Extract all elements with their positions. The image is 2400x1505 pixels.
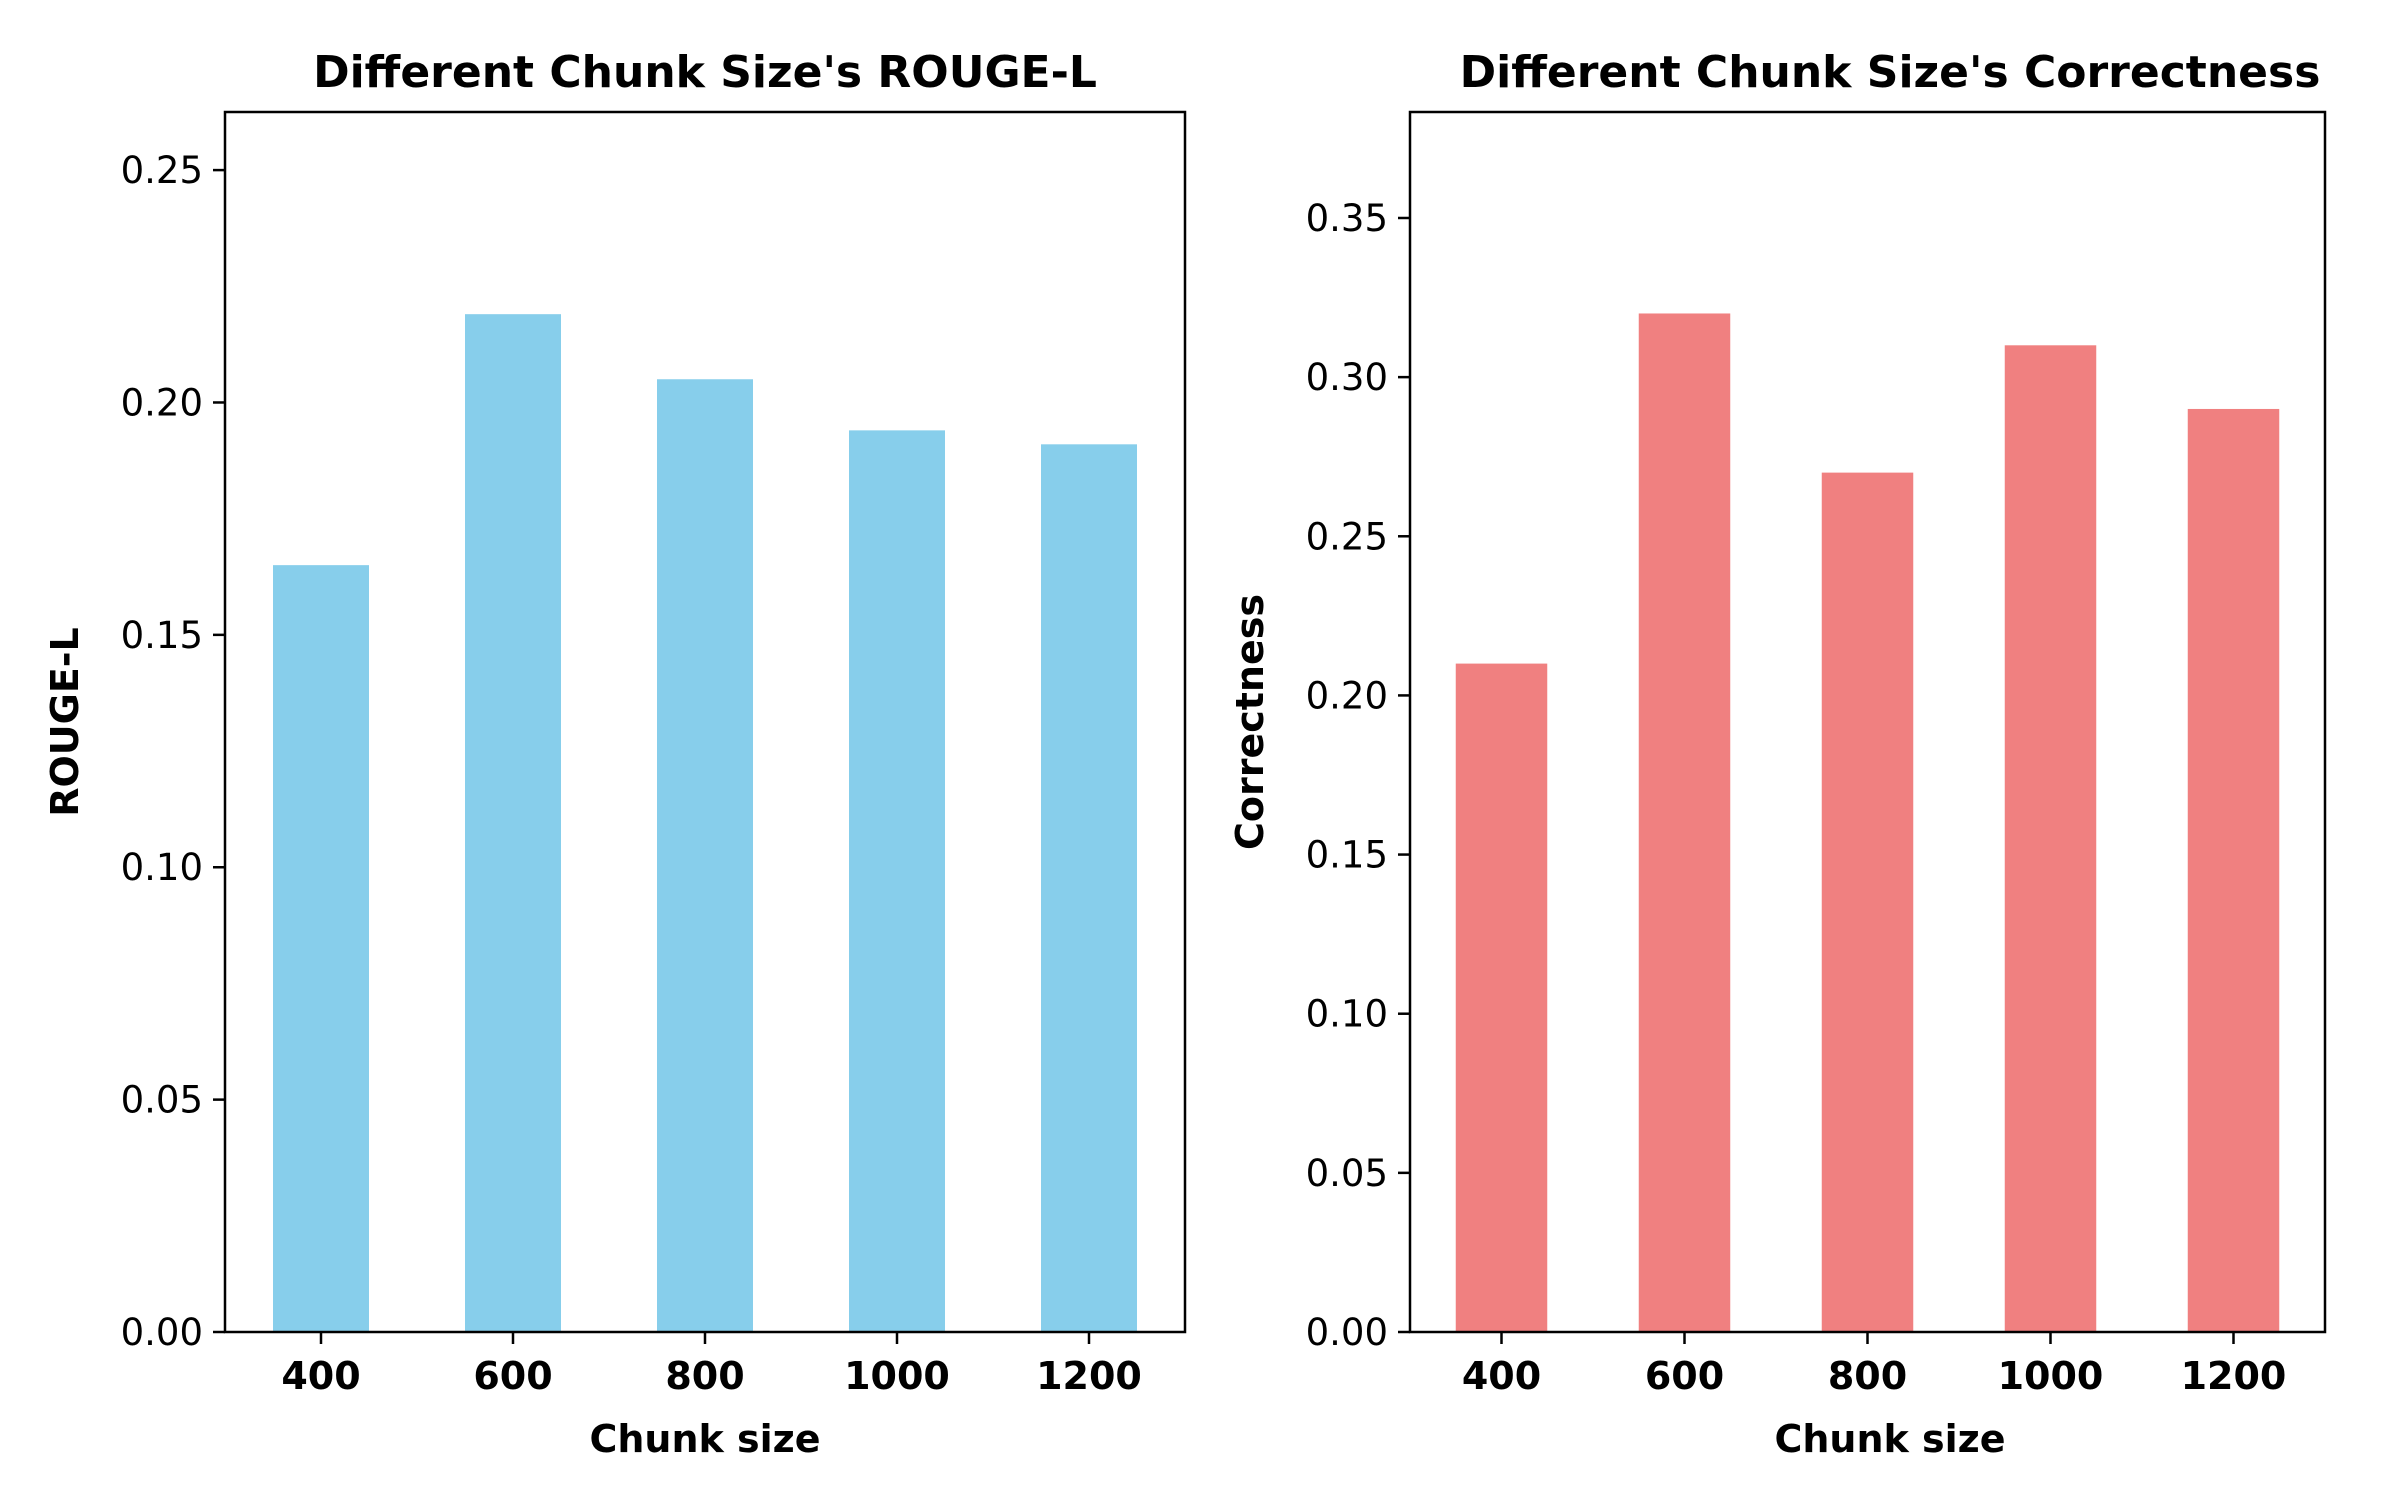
correctness-x-tick-label: 800 bbox=[1828, 1354, 1907, 1398]
rouge-l-bar-1000 bbox=[849, 430, 945, 1332]
rouge-l-panel: Different Chunk Size's ROUGE-L 0.000.050… bbox=[43, 47, 1187, 1461]
rouge-l-y-tick-label: 0.25 bbox=[121, 149, 203, 192]
correctness-y-tick-label: 0.25 bbox=[1306, 515, 1388, 558]
rouge-l-y-ticks: 0.00 0.05 0.10 0.15 0.20 0.25 bbox=[121, 149, 225, 1354]
rouge-l-bar-1200 bbox=[1041, 444, 1137, 1332]
rouge-l-y-tick-label: 0.15 bbox=[121, 614, 203, 657]
rouge-l-chart-title: Different Chunk Size's ROUGE-L bbox=[313, 47, 1097, 98]
rouge-l-bars bbox=[273, 314, 1137, 1333]
correctness-chart-title: Different Chunk Size's Correctness bbox=[1460, 47, 2321, 98]
correctness-x-tick-label: 1000 bbox=[1998, 1354, 2104, 1398]
rouge-l-x-ticks: 400 600 800 1000 1200 bbox=[281, 1332, 1142, 1398]
rouge-l-bar-800 bbox=[657, 379, 753, 1332]
correctness-y-tick-label: 0.05 bbox=[1306, 1152, 1388, 1195]
correctness-y-tick-label: 0.30 bbox=[1306, 356, 1388, 399]
correctness-bar-1000 bbox=[2004, 345, 2097, 1332]
correctness-x-tick-label: 600 bbox=[1645, 1354, 1724, 1398]
rouge-l-x-tick-label: 800 bbox=[665, 1354, 744, 1398]
rouge-l-bar-600 bbox=[465, 314, 561, 1333]
rouge-l-y-tick-label: 0.00 bbox=[121, 1311, 203, 1354]
rouge-l-y-tick-label: 0.05 bbox=[121, 1079, 203, 1122]
correctness-bar-1200 bbox=[2187, 408, 2280, 1332]
rouge-l-x-tick-label: 1200 bbox=[1036, 1354, 1142, 1398]
correctness-y-tick-label: 0.00 bbox=[1306, 1311, 1388, 1354]
correctness-bar-400 bbox=[1455, 663, 1548, 1332]
correctness-y-tick-label: 0.35 bbox=[1306, 197, 1388, 240]
correctness-bar-800 bbox=[1821, 472, 1914, 1332]
rouge-l-y-axis-label: ROUGE-L bbox=[43, 627, 87, 817]
correctness-y-tick-label: 0.20 bbox=[1306, 674, 1388, 717]
correctness-y-tick-label: 0.10 bbox=[1306, 993, 1388, 1036]
correctness-bars bbox=[1455, 313, 2280, 1332]
correctness-x-ticks: 400 600 800 1000 1200 bbox=[1462, 1332, 2287, 1398]
rouge-l-x-tick-label: 400 bbox=[281, 1354, 360, 1398]
rouge-l-y-tick-label: 0.10 bbox=[121, 846, 203, 889]
rouge-l-y-tick-label: 0.20 bbox=[121, 381, 203, 424]
rouge-l-bar-400 bbox=[273, 565, 369, 1332]
correctness-y-axis-label: Correctness bbox=[1228, 594, 1272, 850]
correctness-x-axis-label: Chunk size bbox=[1774, 1417, 2005, 1461]
correctness-x-tick-label: 400 bbox=[1462, 1354, 1541, 1398]
correctness-y-tick-label: 0.15 bbox=[1306, 834, 1388, 877]
correctness-panel: Different Chunk Size's Correctness 0.000… bbox=[1228, 47, 2327, 1461]
correctness-y-ticks: 0.00 0.05 0.10 0.15 0.20 0.25 0.30 0.35 bbox=[1306, 197, 1410, 1354]
correctness-bar-600 bbox=[1638, 313, 1731, 1332]
rouge-l-x-tick-label: 1000 bbox=[844, 1354, 950, 1398]
rouge-l-x-axis-label: Chunk size bbox=[589, 1417, 820, 1461]
correctness-x-tick-label: 1200 bbox=[2181, 1354, 2287, 1398]
rouge-l-x-tick-label: 600 bbox=[473, 1354, 552, 1398]
